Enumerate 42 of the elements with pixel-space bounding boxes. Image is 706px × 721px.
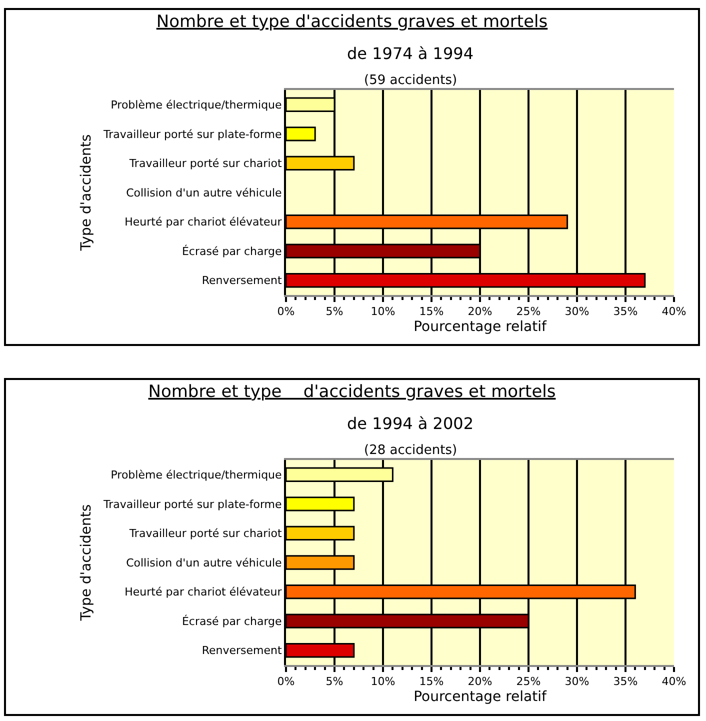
y-tick-label: Écrasé par charge bbox=[182, 244, 282, 258]
y-tick-label: Collision d'un autre véhicule bbox=[126, 556, 282, 570]
y-tick-label: Écrasé par charge bbox=[182, 614, 282, 628]
x-tick-label: 15% bbox=[419, 675, 444, 688]
chart-title: Nombre et type d'accidents graves et mortels bbox=[156, 12, 548, 32]
y-axis-title: Type d'accidents bbox=[78, 134, 95, 252]
y-tick-label: Travailleur porté sur plate-forme bbox=[102, 128, 282, 141]
y-tick-label: Collision d'un autre véhicule bbox=[126, 186, 282, 200]
y-axis-title: Type d'accidents bbox=[78, 504, 95, 622]
y-tick-label: Renversement bbox=[202, 644, 282, 658]
text: (59 accidents) bbox=[364, 73, 458, 88]
x-tick-label: 35% bbox=[613, 305, 638, 318]
x-tick-label: 30% bbox=[564, 305, 590, 318]
chart-subtitle: de 1994 à 2002 bbox=[347, 414, 474, 433]
x-tick-label: 40% bbox=[662, 675, 686, 688]
x-tick-label: 20% bbox=[468, 675, 492, 688]
y-tick-label: Heurté par chariot élévateur bbox=[124, 586, 282, 599]
x-tick-label: 40% bbox=[662, 305, 686, 318]
x-tick-label: 5% bbox=[326, 305, 344, 318]
x-tick-label: 0% bbox=[277, 675, 295, 688]
x-tick-label: 25% bbox=[516, 675, 541, 688]
y-tick-label: Travailleur porté sur plate-forme bbox=[102, 498, 282, 511]
text: (28 accidents) bbox=[364, 443, 458, 458]
x-tick-label: 10% bbox=[370, 305, 396, 318]
x-tick-label: 5% bbox=[326, 675, 344, 688]
x-tick-label: 35% bbox=[613, 675, 638, 688]
x-axis-title: Pourcentage relatif bbox=[414, 689, 548, 705]
x-axis-title: Pourcentage relatif bbox=[414, 319, 548, 335]
y-tick-label: Problème électrique/thermique bbox=[110, 468, 282, 482]
y-tick-label: Travailleur porté sur chariot bbox=[128, 157, 282, 170]
y-tick-label: Travailleur porté sur chariot bbox=[128, 527, 282, 540]
x-tick-label: 30% bbox=[564, 675, 590, 688]
x-tick-label: 25% bbox=[516, 305, 541, 318]
y-tick-label: Problème électrique/thermique bbox=[110, 98, 282, 112]
y-tick-label: Renversement bbox=[202, 274, 282, 288]
chart-title: Nombre et type d'accidents graves et mortels bbox=[148, 382, 556, 402]
chart-subtitle: de 1974 à 1994 bbox=[347, 44, 474, 63]
x-tick-label: 15% bbox=[419, 305, 444, 318]
x-tick-label: 0% bbox=[277, 305, 295, 318]
x-tick-label: 10% bbox=[370, 675, 396, 688]
x-tick-label: 20% bbox=[468, 305, 492, 318]
y-tick-label: Heurté par chariot élévateur bbox=[124, 216, 282, 229]
